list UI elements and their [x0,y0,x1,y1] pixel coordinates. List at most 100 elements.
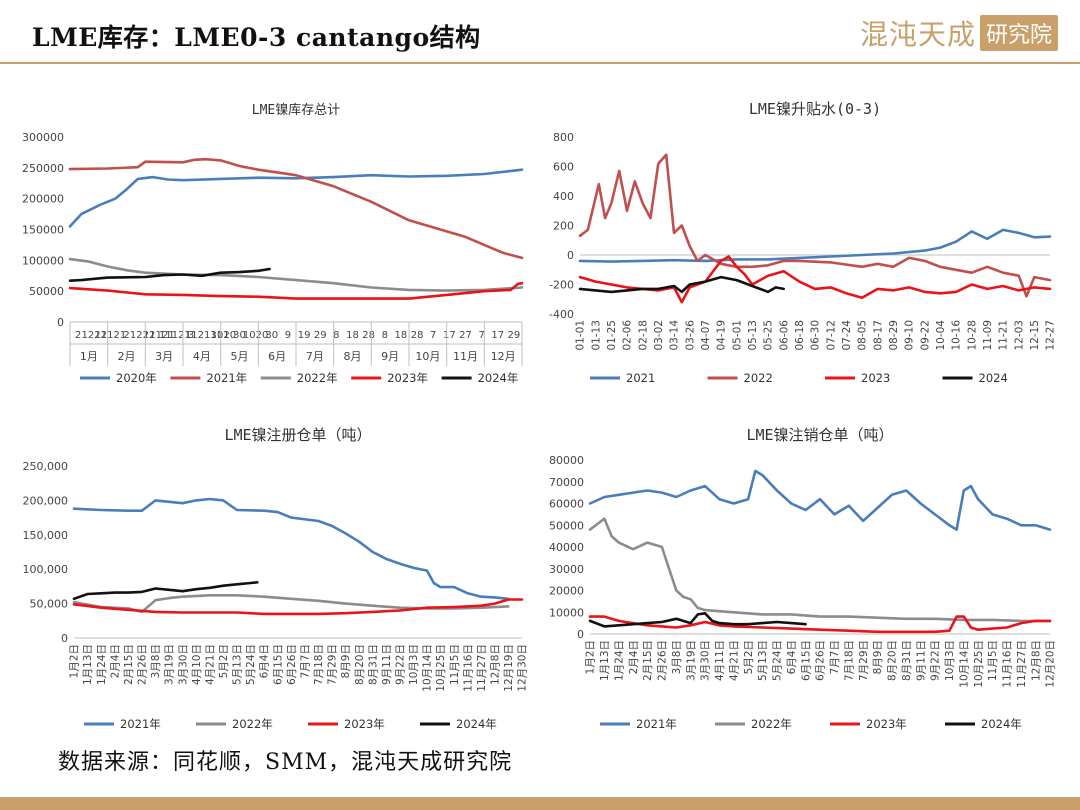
x-tick-label: 7月7日 [299,644,311,678]
y-tick-label: 70000 [549,476,584,489]
series-line-2024年 [588,612,807,628]
chart-title: LME镍库存总计 [252,102,340,118]
legend-label: 2020年 [116,371,157,385]
x-tick-label: 10-16 [951,320,963,351]
x-tick-label: 19 [298,330,311,341]
y-tick-label: 20000 [549,585,584,598]
x-tick-label: 2月15日 [123,644,135,685]
x-tick-label: 7 [430,330,436,341]
x-tick-label: 1222 [81,330,106,341]
y-tick-label: 200000 [22,193,64,206]
month-label: 1月 [80,350,98,363]
y-tick-label: 30000 [549,563,584,576]
x-tick-label: 18 [346,330,359,341]
x-tick-label: 11月16日 [462,644,474,692]
x-tick-label: 28 [411,330,424,341]
x-tick-label: 01-01 [575,320,587,351]
series-line-2021 [578,228,1052,263]
series-line-2023 [578,255,1052,304]
x-tick-label: 09-22 [919,320,931,351]
x-tick-label: 2月4日 [109,644,121,678]
y-tick-label: 200 [553,220,574,233]
series-line-2021年 [72,497,510,601]
x-tick-label: 8月9日 [872,640,884,674]
x-tick-label: 2月26日 [137,644,149,685]
x-tick-label: 5月13日 [232,644,244,685]
y-tick-label: 0 [61,632,68,645]
y-tick-label: 600 [553,161,574,174]
y-tick-label: 300000 [22,131,64,144]
x-tick-label: 01-25 [606,320,618,351]
x-tick-label: 12月20日 [1045,640,1057,688]
x-tick-label: 5月13日 [757,640,769,681]
series-line-2022年 [588,517,1052,623]
x-tick-label: 11月5日 [987,640,999,681]
y-tick-label: 150000 [22,224,64,237]
legend-label: 2021 [626,371,655,385]
x-tick-label: 2 [75,330,81,341]
month-label: 5月 [231,350,249,363]
x-tick-label: 5月24日 [772,640,784,681]
x-tick-label: 3月30日 [177,644,189,685]
month-label: 12月 [491,350,516,363]
legend-label: 2023年 [866,717,907,731]
x-tick-label: 9月22日 [930,640,942,681]
y-tick-label: 150,000 [23,529,69,542]
x-tick-label: 05-25 [763,320,775,351]
x-tick-label: 7 [478,330,484,341]
x-tick-label: 30 [265,330,278,341]
x-tick-label: 7月18日 [843,640,855,681]
y-tick-label: -400 [549,308,574,321]
series-line-2020年 [68,168,524,228]
x-tick-label: 10月25日 [973,640,985,688]
x-tick-label: 27 [459,330,472,341]
x-tick-label: 07-12 [825,320,837,351]
x-tick-label: 06-18 [794,320,806,351]
x-tick-label: 6月26日 [815,640,827,681]
x-tick-label: 02-06 [622,320,634,351]
x-tick-label: 30 [233,330,246,341]
x-tick-label: 3月19日 [164,644,176,685]
x-tick-label: 1020 [211,330,236,341]
x-tick-label: 12月8日 [490,644,502,685]
legend-label: 2024年 [478,371,519,385]
legend-label: 2024年 [456,717,497,731]
series-line-2022年 [68,257,524,292]
x-tick-label: 17 [491,330,504,341]
x-tick-label: 1月24日 [96,644,108,685]
month-label: 2月 [118,350,136,363]
logo-box: 研究院 [979,15,1058,51]
x-tick-label: 08-29 [888,320,900,351]
y-tick-label: 80000 [549,454,584,467]
legend-label: 2024 [979,371,1008,385]
chart-title: LME镍升贴水(0-3) [749,100,881,118]
legend-label: 2022年 [751,717,792,731]
series-line-2024年 [68,267,271,282]
page-title: LME库存：LME0-3 cantango结构 [32,23,481,52]
series-line-2022 [578,153,1052,298]
x-tick-label: 29 [314,330,327,341]
y-tick-label: 200,000 [23,494,69,507]
y-tick-label: 50000 [549,519,584,532]
x-tick-label: 18 [395,330,408,341]
x-tick-label: 05-01 [731,320,743,351]
x-tick-label: 02-18 [637,320,649,351]
y-tick-label: 10000 [549,606,584,619]
legend-label: 2023年 [387,371,428,385]
chart-lme-nickel-registered-warrants: LME镍注册仓单（吨） 0 50,000 100,000 150,000 200,000 2… [12,418,532,738]
y-tick-label: 0 [567,249,574,262]
x-tick-label: 9 [285,330,291,341]
x-tick-label: 12月19日 [503,644,515,692]
chart-title: LME镍注销仓单（吨） [746,426,893,444]
series-line-2021年 [68,157,524,260]
legend-label: 2021年 [636,717,677,731]
month-label: 3月 [155,350,173,363]
series-line-2024 [578,275,785,294]
x-tick-label: 4月11日 [714,640,726,681]
x-tick-label: 2 [123,330,129,341]
x-tick-label: 5月24日 [245,644,257,685]
x-tick-label: 1121311 [185,330,230,341]
logo-text: 混沌天成 [859,18,976,51]
x-tick-label: 11121 [94,330,126,341]
series-line-2021年 [588,469,1052,531]
